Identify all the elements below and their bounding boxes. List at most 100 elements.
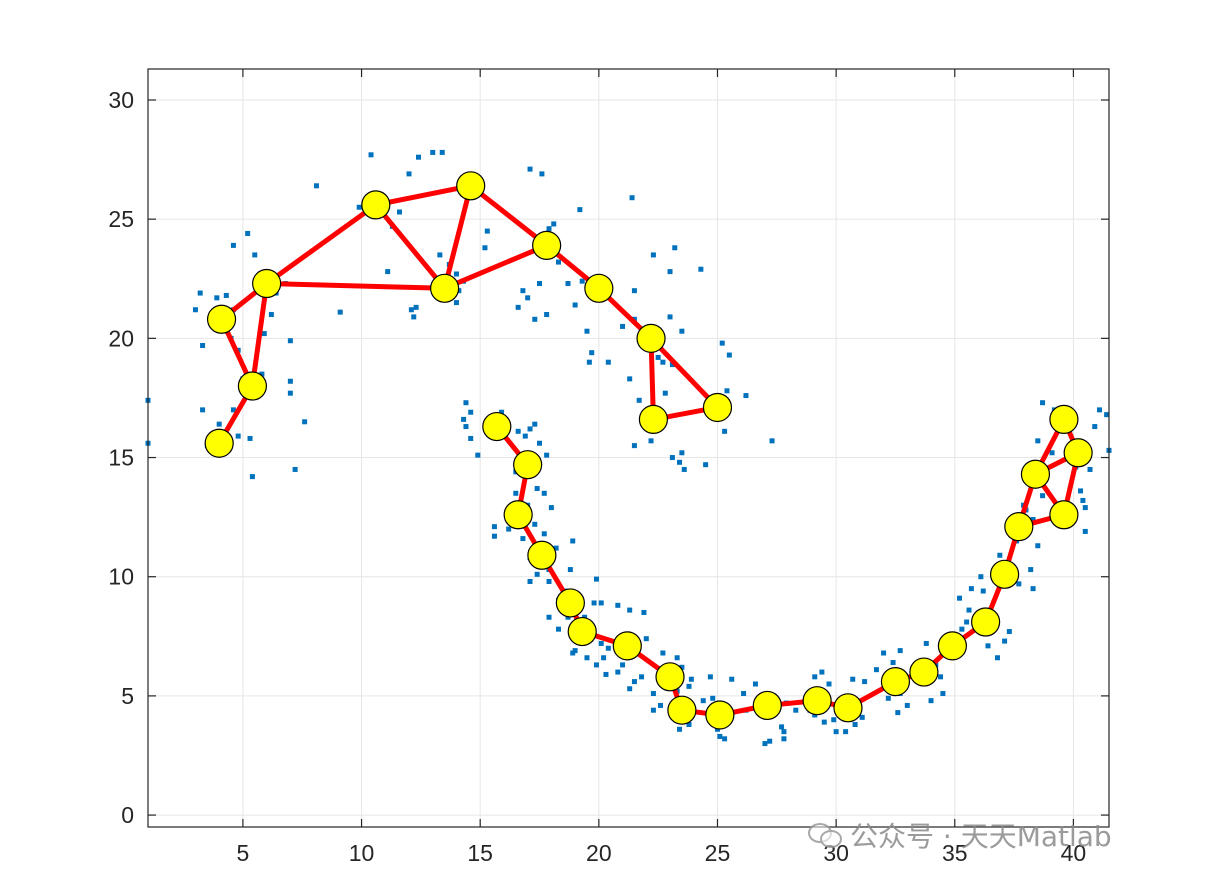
scatter-point (416, 154, 422, 160)
scatter-point (584, 655, 590, 661)
scatter-point (964, 619, 970, 625)
scatter-point (247, 435, 253, 441)
scatter-point (556, 626, 562, 632)
graph-node (567, 616, 597, 647)
scatter-point (681, 466, 687, 472)
scatter-point (546, 578, 552, 584)
scatter-point (895, 710, 901, 716)
scatter-point (717, 733, 723, 739)
scatter-point (598, 640, 604, 646)
scatter-point (658, 702, 664, 708)
y-tick-label: 25 (108, 206, 134, 232)
scatter-point (821, 719, 827, 725)
scatter-point (707, 674, 713, 680)
scatter-point (1080, 497, 1086, 503)
x-tick-label: 40 (1061, 840, 1087, 866)
scatter-point (230, 242, 236, 248)
graph-node (880, 666, 911, 697)
graph-node (1004, 512, 1034, 542)
scatter-point (385, 269, 391, 275)
scatter-point (397, 209, 403, 215)
scatter-point (532, 316, 538, 322)
scatter-point (230, 407, 236, 413)
graph-edge (264, 202, 379, 287)
scatter-point (287, 378, 293, 384)
graph-node (937, 631, 967, 661)
graph-node (430, 273, 460, 303)
scatter-point (686, 722, 692, 728)
scatter-point (534, 486, 540, 492)
graph-node (456, 171, 486, 201)
scatter-point (627, 607, 633, 613)
scatter-point (261, 331, 267, 337)
scatter-point (672, 245, 678, 251)
scatter-point (287, 338, 293, 344)
scatter-point (1097, 407, 1103, 413)
scatter-point (1035, 543, 1041, 549)
scatter-point (586, 359, 592, 365)
scatter-point (978, 574, 984, 580)
scatter-point (453, 300, 459, 306)
scatter-point (537, 440, 543, 446)
scatter-point (897, 648, 903, 654)
scatter-point (579, 278, 585, 284)
scatter-point (482, 245, 488, 251)
scatter-point (192, 307, 198, 313)
scatter-point (743, 393, 749, 399)
scatter-point (655, 354, 661, 360)
scatter-point (643, 636, 649, 642)
scatter-point (1092, 424, 1098, 430)
graph-node (971, 607, 1001, 637)
scatter-point (1028, 567, 1034, 573)
graph-node (1063, 438, 1093, 468)
scatter-point (769, 438, 775, 444)
scatter-point (214, 295, 220, 301)
scatter-point (968, 586, 974, 592)
scatter-point (686, 683, 692, 689)
y-tick-label: 30 (108, 87, 134, 113)
scatter-point (667, 269, 673, 275)
scatter-point (994, 655, 1000, 661)
scatter-point (648, 438, 654, 444)
scatter-point (603, 671, 609, 677)
scatter-point (762, 741, 768, 747)
graph-node (237, 371, 268, 401)
scatter-point (660, 650, 666, 656)
scatter-point (679, 450, 685, 456)
scatter-point (959, 626, 965, 632)
scatter-point (1104, 412, 1110, 418)
scatter-point (534, 571, 540, 577)
scatter-point (223, 292, 229, 298)
scatter-point (461, 416, 467, 422)
scatter-point (197, 290, 203, 296)
scatter-point (406, 171, 412, 177)
scatter-point (527, 426, 533, 432)
watermark: 公众号 · 天天Matlab (808, 815, 1112, 855)
wechat-icon (808, 821, 842, 849)
scatter-point (463, 424, 469, 430)
scatter-point (779, 724, 785, 730)
scatter-point (722, 736, 728, 742)
scatter-point (292, 466, 298, 472)
scatter-point (337, 309, 343, 315)
scatter-point (662, 390, 668, 396)
scatter-point (677, 459, 683, 465)
x-tick-label: 35 (942, 840, 968, 866)
scatter-point (527, 166, 533, 172)
graph-edge (264, 281, 448, 291)
y-tick-label: 5 (121, 683, 134, 709)
scatter-point (873, 667, 879, 673)
scatter-point (650, 691, 656, 697)
scatter-point (997, 552, 1003, 558)
scatter-point (724, 388, 730, 394)
scatter-point (491, 533, 497, 539)
graph-node (204, 428, 234, 458)
x-tick-label: 15 (467, 840, 493, 866)
scatter-point (1040, 493, 1046, 499)
graph-node (1020, 459, 1051, 489)
scatter-point (532, 421, 538, 427)
scatter-point (356, 204, 362, 210)
scatter-point (928, 698, 934, 704)
scatter-point (515, 428, 521, 434)
